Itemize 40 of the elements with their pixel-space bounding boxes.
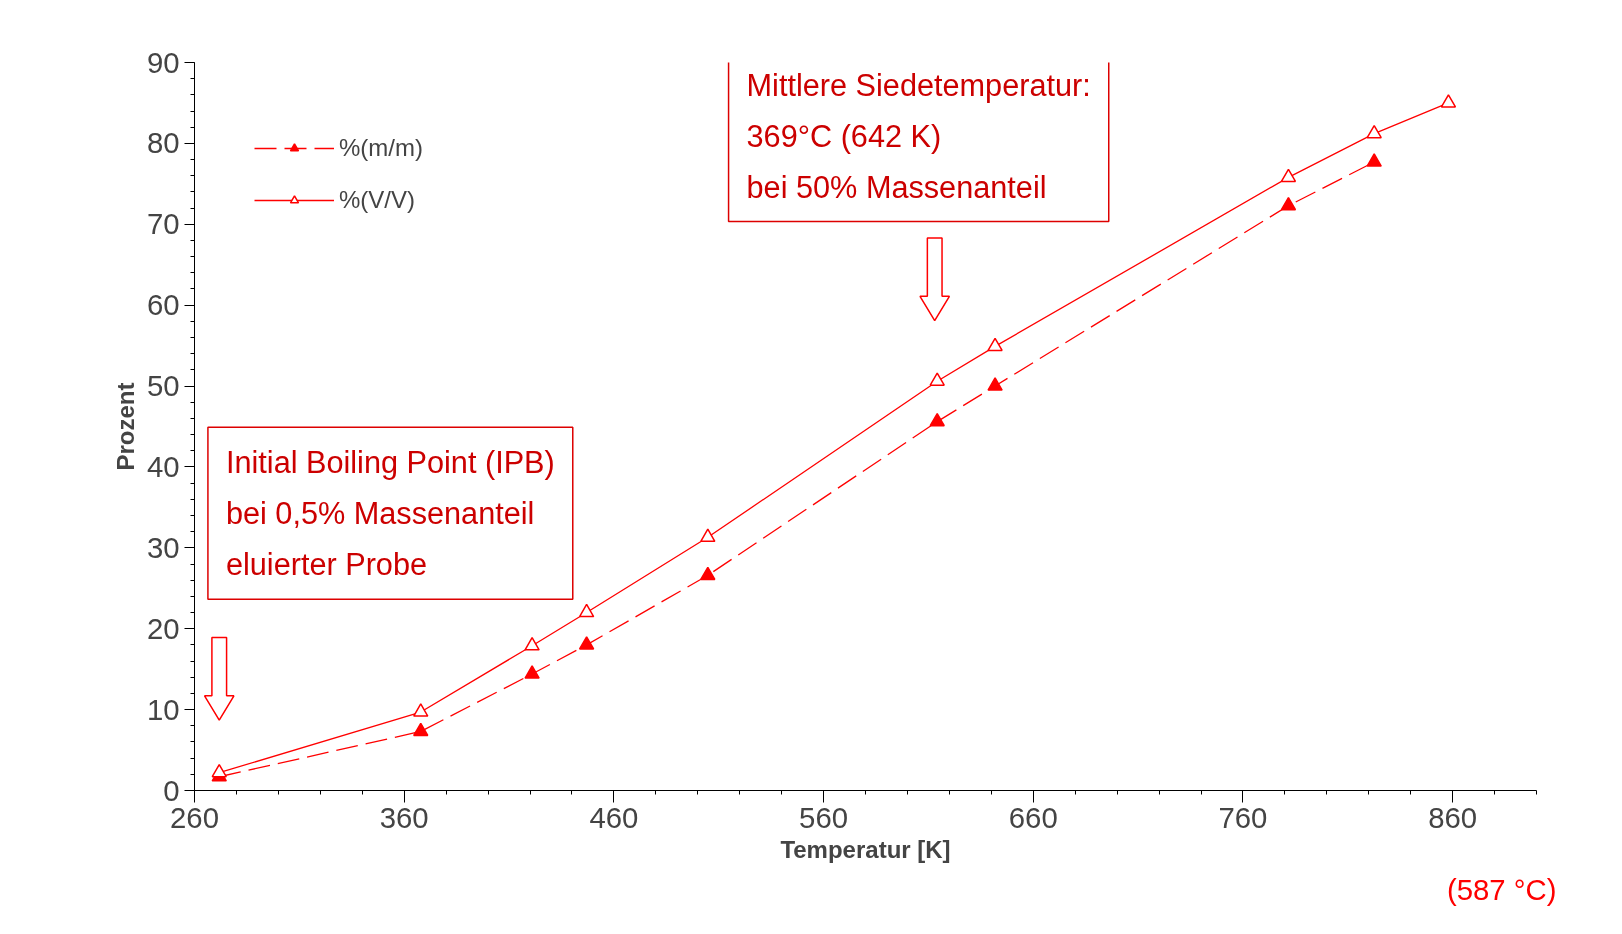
annotation: Initial Boiling Point (IPB) bei 0,5% Massenanteil eluierter Probe — [225, 445, 555, 582]
point — [987, 377, 1003, 391]
point — [987, 337, 1003, 352]
y-tick-label: 30 — [146, 530, 180, 564]
point — [524, 665, 540, 679]
y-tick-label: 50 — [146, 369, 180, 403]
annotation: Mittlere Siedetemperatur: 369°C (642 K) bei 50% Massenanteil — [746, 67, 1091, 204]
point — [1280, 196, 1297, 211]
x-tick-label: 760 — [1218, 800, 1268, 834]
x-tick-label: 860 — [1428, 800, 1478, 834]
x-tick-label: 660 — [1008, 800, 1058, 834]
point — [211, 763, 227, 778]
x-axis-title: Temperatur [K] — [780, 835, 951, 863]
point — [578, 603, 595, 618]
point — [578, 636, 595, 650]
text: (587 °C) — [1446, 872, 1557, 906]
y-tick-label: 70 — [146, 207, 180, 241]
y-tick-label: 80 — [146, 126, 180, 160]
x-tick-label: 360 — [379, 800, 429, 834]
point — [1366, 153, 1382, 167]
point — [524, 636, 540, 651]
point — [700, 566, 716, 581]
point — [413, 703, 429, 717]
point — [1280, 168, 1297, 183]
point — [700, 528, 716, 543]
y-tick-label: 60 — [146, 288, 180, 322]
point — [413, 722, 429, 737]
point — [1366, 124, 1382, 139]
y-tick-label: 40 — [146, 449, 180, 483]
x-tick-label: 460 — [589, 800, 639, 834]
legend-label: %(m/m) — [339, 133, 423, 163]
point — [1440, 94, 1457, 108]
y-tick-label: 90 — [146, 45, 180, 79]
legend-label: %(V/V) — [339, 185, 416, 215]
point — [929, 372, 945, 386]
y-tick-label: 10 — [146, 692, 180, 726]
y-tick-label: 20 — [146, 611, 180, 645]
point — [929, 412, 945, 427]
x-tick-label: 560 — [799, 800, 849, 834]
y-axis-title: Prozent — [111, 382, 139, 471]
